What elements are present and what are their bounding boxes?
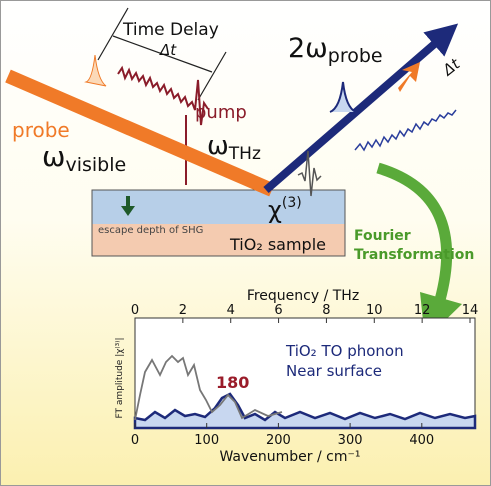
plot-frame [134,317,476,429]
symbol: ω [42,140,65,173]
bottom-tick-label: 400 [409,433,434,448]
probe-beam [5,69,275,197]
bracket [112,35,213,73]
depth-arrow-head [121,206,135,216]
top-tick-label: 0 [131,303,139,318]
bottom-tick-label: 100 [194,433,219,448]
top-tick-label: 4 [227,303,235,318]
pump-symbol: ωTHz [207,131,261,164]
transform-arrow [376,162,453,302]
top-axis-label: Frequency / THz [247,288,359,304]
superscript: (3) [282,195,302,211]
sample-bulk [92,224,345,256]
bracket [97,7,129,61]
bottom-tick-label: 300 [338,433,363,448]
legend-label: TiO₂ TO phonon [285,342,404,360]
subscript: THz [228,144,261,164]
top-tick-label: 6 [274,303,282,318]
subscript: probe [328,45,383,67]
prefix: 2ω [288,33,328,64]
bottom-axis-label: Wavenumber / cm⁻¹ [219,449,360,465]
transform-label: Fourier [354,228,411,244]
time-delay-label: Time Delay [122,20,219,40]
signal-arrow [398,62,420,92]
gray-pulse [297,150,322,197]
chi-symbol: χ(3) [268,195,302,224]
signal-trace [354,109,457,152]
signal-symbol: 2ωprobe [288,33,383,67]
subscript: visible [65,154,126,176]
probe-label: probe [12,118,70,142]
top-tick-label: 12 [414,303,431,318]
pump-wave [117,65,209,126]
sample-border [91,189,346,257]
time-delay-symbol: Δt [159,41,177,59]
probe-symbol: ωvisible [42,140,126,176]
transform-label: Transformation [354,247,474,263]
y-axis-label: FT amplitude |χ⁽³⁾| [115,337,125,418]
top-tick-label: 2 [179,303,187,318]
top-tick-label: 10 [366,303,383,318]
top-tick-label: 8 [322,303,330,318]
symbol: χ [268,196,282,224]
depth-label: escape depth of SHG [98,225,203,236]
gray-spectrum [134,354,283,421]
symbol: ω [207,131,229,161]
legend-label: Near surface [286,362,382,380]
peak-label: 180 [216,373,249,392]
bottom-tick-label: 0 [131,433,139,448]
sample-label: TiO₂ sample [229,235,326,254]
bracket [197,51,227,101]
top-tick-label: 14 [462,303,479,318]
probe-pulse [84,54,107,87]
pump-label: pump [195,102,247,123]
inset-plot: FT amplitude |χ⁽³⁾| Frequency / THz Wave… [115,288,478,465]
signal-pulse [329,81,357,113]
blue-spectrum [133,392,477,430]
bottom-tick-label: 200 [266,433,291,448]
